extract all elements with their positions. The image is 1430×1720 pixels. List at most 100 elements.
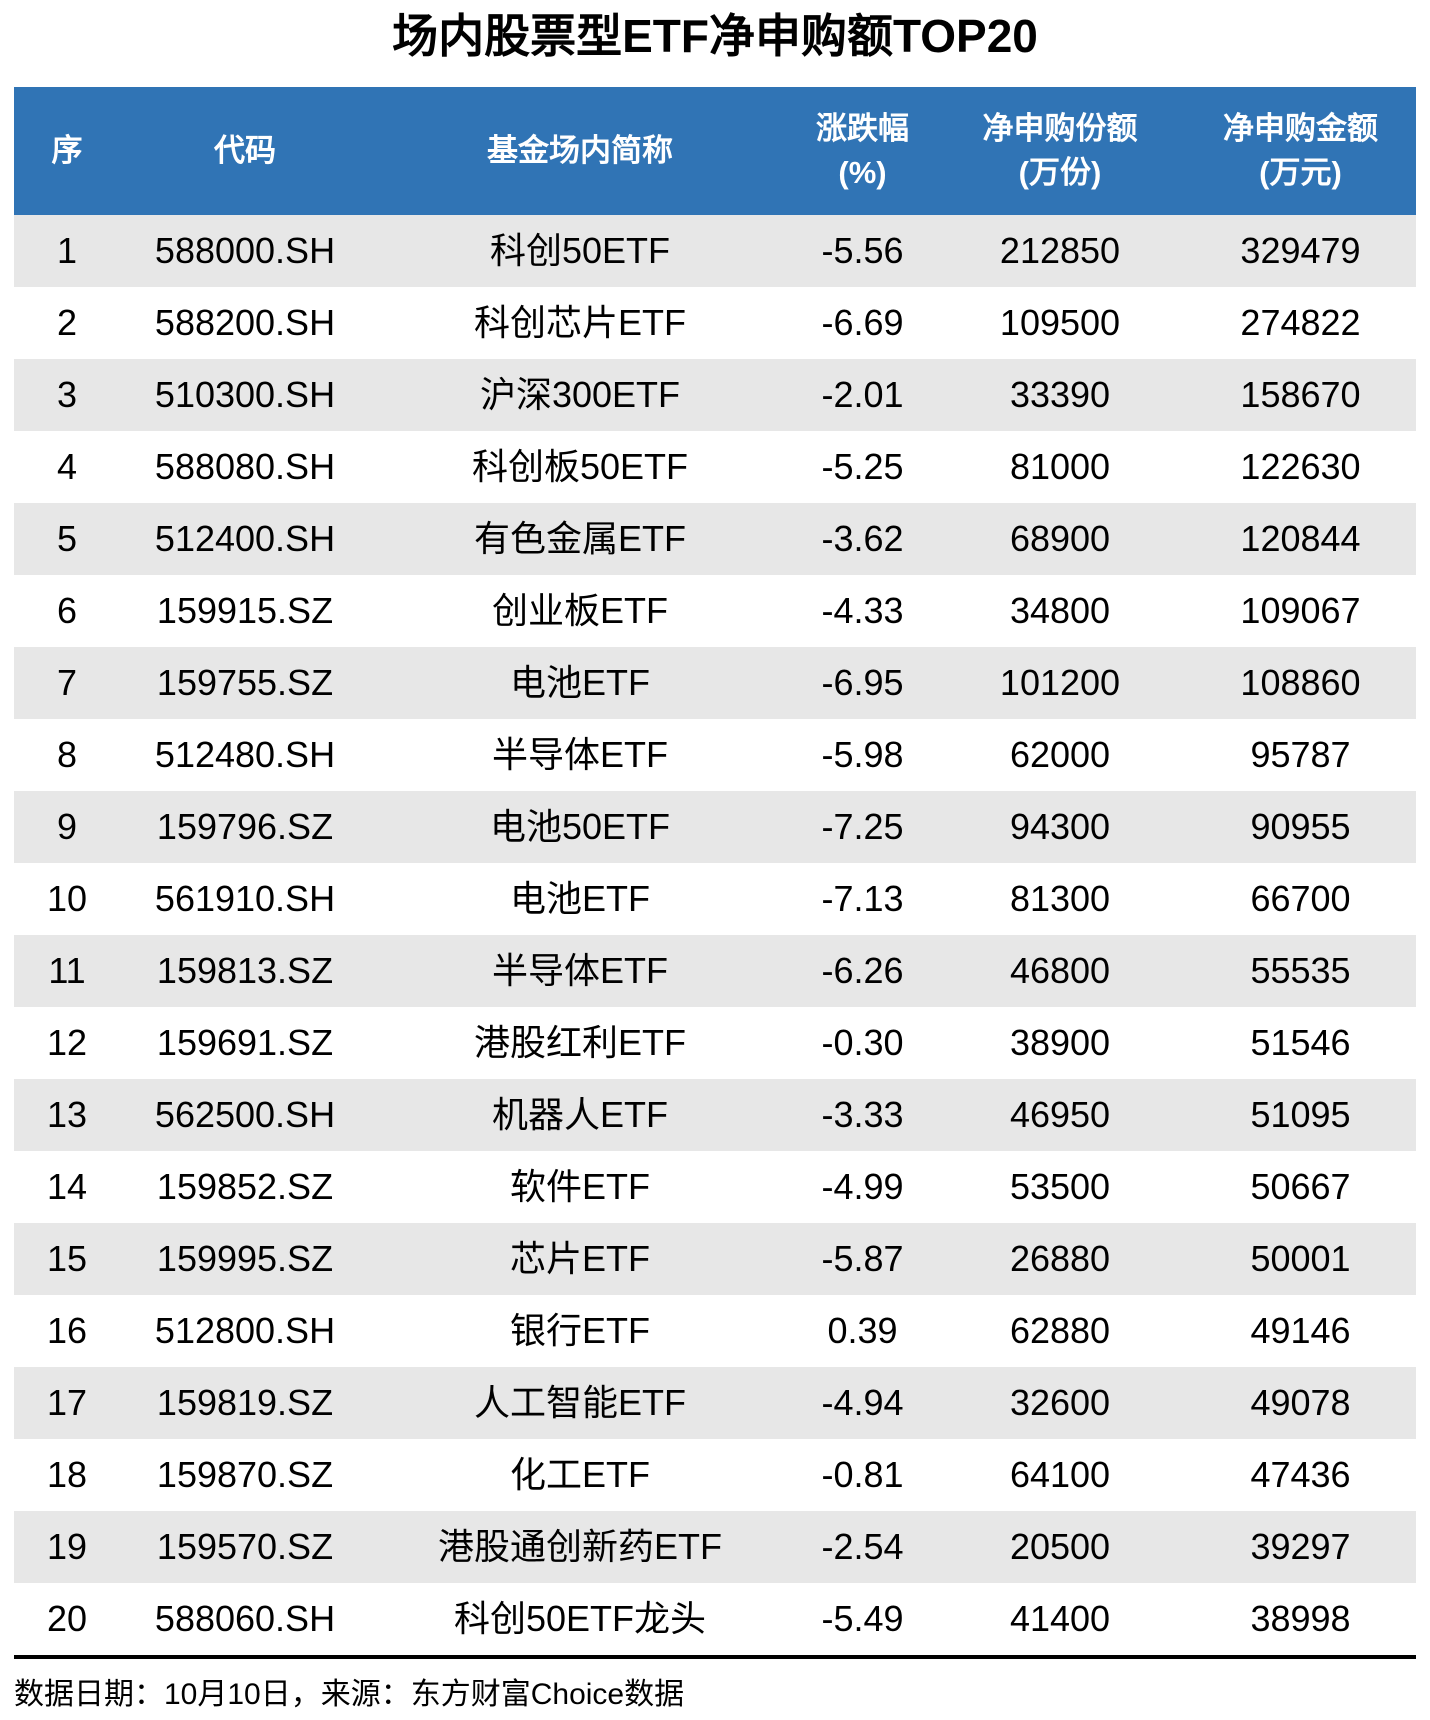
fund-name-cell: 电池ETF (510, 878, 650, 919)
fund-name-cell: 人工智能ETF (474, 1382, 686, 1423)
rank-cell: 2 (56, 302, 78, 343)
table-row: 4 588080.SH 科创板50ETF -5.25 81000 122630 (14, 431, 1416, 503)
table-row: 13 562500.SH 机器人ETF -3.33 46950 51095 (14, 1079, 1416, 1151)
fund-name-cell: 科创板50ETF (471, 446, 689, 487)
net-subscription-shares-cell: 81000 (1009, 446, 1111, 487)
header-change-pct-unit: (%) (838, 155, 887, 190)
net-subscription-amount-cell: 90955 (1250, 806, 1351, 847)
code-cell: 159915.SZ (156, 590, 334, 631)
table-row: 6 159915.SZ 创业板ETF -4.33 34800 109067 (14, 575, 1416, 647)
code-cell: 510300.SH (154, 374, 336, 415)
change-pct-cell: -5.49 (821, 1598, 904, 1639)
rank-cell: 15 (46, 1238, 88, 1279)
header-rank-label: 序 (51, 133, 83, 168)
net-subscription-shares-cell: 32600 (1009, 1382, 1111, 1423)
table-row: 2 588200.SH 科创芯片ETF -6.69 109500 274822 (14, 287, 1416, 359)
net-subscription-shares-cell: 109500 (999, 302, 1121, 343)
change-pct-cell: 0.39 (827, 1310, 898, 1351)
table-row: 9 159796.SZ 电池50ETF -7.25 94300 90955 (14, 791, 1416, 863)
header-code-label: 代码 (214, 133, 276, 168)
rank-cell: 4 (56, 446, 78, 487)
net-subscription-amount-cell: 108860 (1240, 662, 1361, 703)
net-subscription-shares-cell: 94300 (1009, 806, 1111, 847)
net-subscription-amount-cell: 49078 (1250, 1382, 1351, 1423)
rank-cell: 11 (48, 950, 86, 991)
fund-name-cell: 科创50ETF (489, 230, 671, 271)
net-subscription-shares-cell: 64100 (1009, 1454, 1111, 1495)
net-subscription-amount-cell: 47436 (1250, 1454, 1351, 1495)
change-pct-cell: -4.33 (821, 590, 904, 631)
net-subscription-amount-cell: 39297 (1250, 1526, 1351, 1567)
net-subscription-amount-cell: 95787 (1250, 734, 1351, 775)
table-row: 17 159819.SZ 人工智能ETF -4.94 32600 49078 (14, 1367, 1416, 1439)
net-subscription-amount-cell: 50667 (1250, 1166, 1351, 1207)
net-subscription-shares-cell: 20500 (1009, 1526, 1111, 1567)
fund-name-cell: 软件ETF (510, 1166, 650, 1207)
code-cell: 159852.SZ (156, 1166, 334, 1207)
rank-cell: 20 (46, 1598, 88, 1639)
table-row: 1 588000.SH 科创50ETF -5.56 212850 329479 (14, 215, 1416, 287)
table-row: 16 512800.SH 银行ETF 0.39 62880 49146 (14, 1295, 1416, 1367)
fund-name-cell: 电池ETF (510, 662, 650, 703)
rank-cell: 12 (46, 1022, 88, 1063)
etf-table: 序 代码 基金场内简称 涨跌幅 (%) 净申购份额 (万份) 净申购金额 (万元… (14, 87, 1416, 1655)
net-subscription-amount-cell: 51095 (1250, 1094, 1351, 1135)
net-subscription-shares-cell: 101200 (999, 662, 1121, 703)
net-subscription-shares-cell: 34800 (1009, 590, 1111, 631)
code-cell: 561910.SH (154, 878, 336, 919)
rank-cell: 5 (56, 518, 78, 559)
code-cell: 512800.SH (154, 1310, 336, 1351)
code-cell: 512400.SH (154, 518, 336, 559)
code-cell: 159755.SZ (156, 662, 334, 703)
fund-name-cell: 科创芯片ETF (474, 302, 686, 343)
page-title: 场内股票型ETF净申购额TOP20 (392, 10, 1038, 62)
fund-name-cell: 机器人ETF (492, 1094, 668, 1135)
fund-name-cell: 沪深300ETF (479, 374, 681, 415)
net-subscription-shares-cell: 68900 (1009, 518, 1111, 559)
header-net-subscription-shares-label: 净申购份额 (982, 111, 1138, 146)
fund-name-cell: 半导体ETF (492, 734, 668, 775)
rank-cell: 14 (46, 1166, 88, 1207)
net-subscription-amount-cell: 66700 (1250, 878, 1351, 919)
fund-name-cell: 创业板ETF (492, 590, 668, 631)
net-subscription-shares-cell: 41400 (1009, 1598, 1111, 1639)
code-cell: 159819.SZ (156, 1382, 334, 1423)
header-net-subscription-amount-unit: (万元) (1259, 155, 1342, 190)
code-cell: 159570.SZ (156, 1526, 334, 1567)
net-subscription-amount-cell: 120844 (1240, 518, 1361, 559)
net-subscription-shares-cell: 62880 (1009, 1310, 1111, 1351)
rank-cell: 6 (56, 590, 78, 631)
fund-name-cell: 化工ETF (510, 1454, 650, 1495)
code-cell: 588060.SH (154, 1598, 336, 1639)
rank-cell: 13 (46, 1094, 88, 1135)
table-row: 3 510300.SH 沪深300ETF -2.01 33390 158670 (14, 359, 1416, 431)
rank-cell: 17 (46, 1382, 88, 1423)
net-subscription-shares-cell: 33390 (1009, 374, 1111, 415)
code-cell: 562500.SH (154, 1094, 336, 1135)
change-pct-cell: -4.94 (821, 1382, 904, 1423)
change-pct-cell: -3.62 (821, 518, 904, 559)
net-subscription-shares-cell: 53500 (1009, 1166, 1111, 1207)
code-cell: 159691.SZ (156, 1022, 334, 1063)
net-subscription-amount-cell: 51546 (1250, 1022, 1351, 1063)
net-subscription-amount-cell: 122630 (1240, 446, 1361, 487)
rank-cell: 10 (46, 878, 88, 919)
change-pct-cell: -2.01 (821, 374, 904, 415)
net-subscription-amount-cell: 55535 (1250, 950, 1351, 991)
change-pct-cell: -5.87 (821, 1238, 904, 1279)
net-subscription-amount-cell: 49146 (1250, 1310, 1351, 1351)
header-net-subscription-amount-label: 净申购金额 (1223, 111, 1378, 146)
table-row: 18 159870.SZ 化工ETF -0.81 64100 47436 (14, 1439, 1416, 1511)
fund-name-cell: 有色金属ETF (474, 518, 686, 559)
fund-name-cell: 芯片ETF (510, 1238, 650, 1279)
table-row: 11 159813.SZ 半导体ETF -6.26 46800 55535 (14, 935, 1416, 1007)
table-row: 14 159852.SZ 软件ETF -4.99 53500 50667 (14, 1151, 1416, 1223)
header-net-subscription-shares: 净申购份额 (万份) (935, 87, 1185, 215)
change-pct-cell: -5.25 (821, 446, 904, 487)
fund-name-cell: 电池50ETF (489, 806, 671, 847)
table-row: 15 159995.SZ 芯片ETF -5.87 26880 50001 (14, 1223, 1416, 1295)
table-row: 5 512400.SH 有色金属ETF -3.62 68900 120844 (14, 503, 1416, 575)
net-subscription-amount-cell: 274822 (1240, 302, 1361, 343)
change-pct-cell: -7.13 (821, 878, 904, 919)
